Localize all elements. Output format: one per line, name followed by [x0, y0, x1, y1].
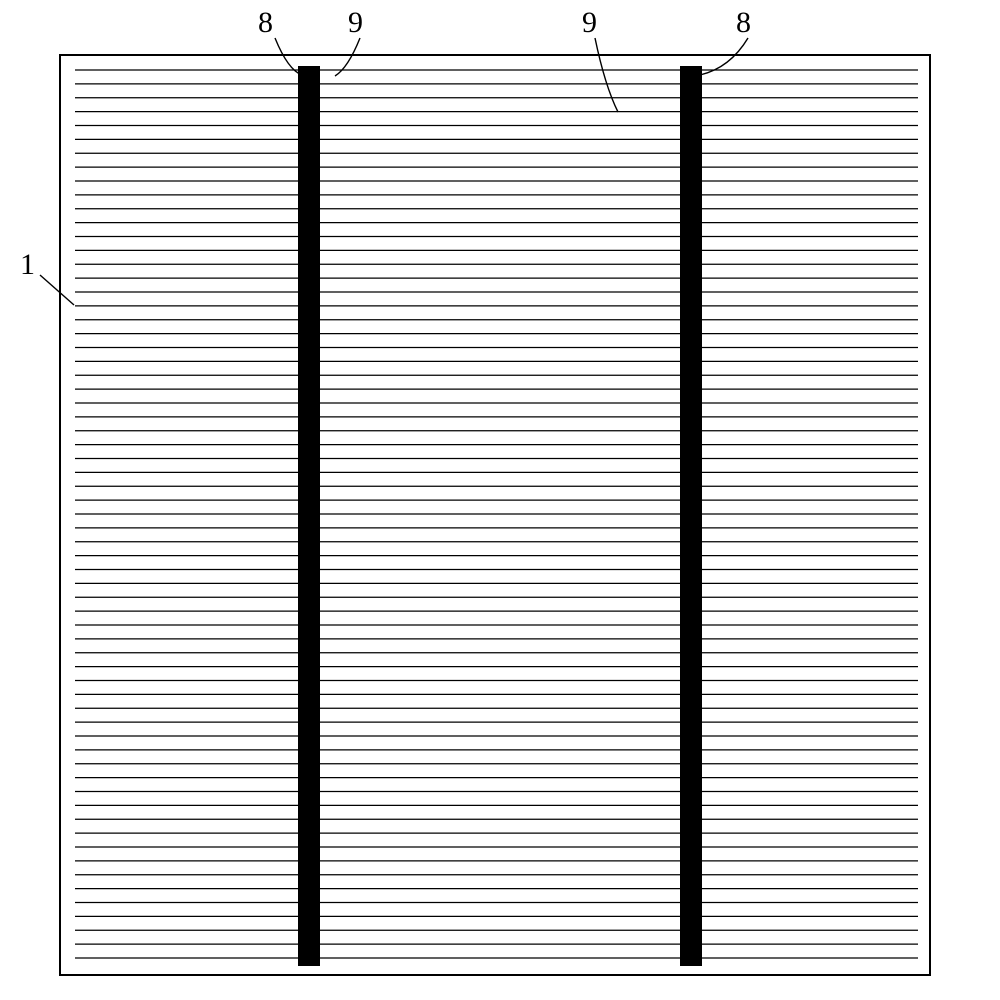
- label-8-left: 8: [258, 6, 273, 40]
- label-9-right: 9: [582, 6, 597, 40]
- solar-cell-diagram: [0, 0, 1000, 1000]
- label-1: 1: [20, 248, 35, 282]
- busbar-1: [298, 66, 320, 966]
- busbar-2: [680, 66, 702, 966]
- cell-outline: [60, 55, 930, 975]
- label-8-right: 8: [736, 6, 751, 40]
- label-9-left: 9: [348, 6, 363, 40]
